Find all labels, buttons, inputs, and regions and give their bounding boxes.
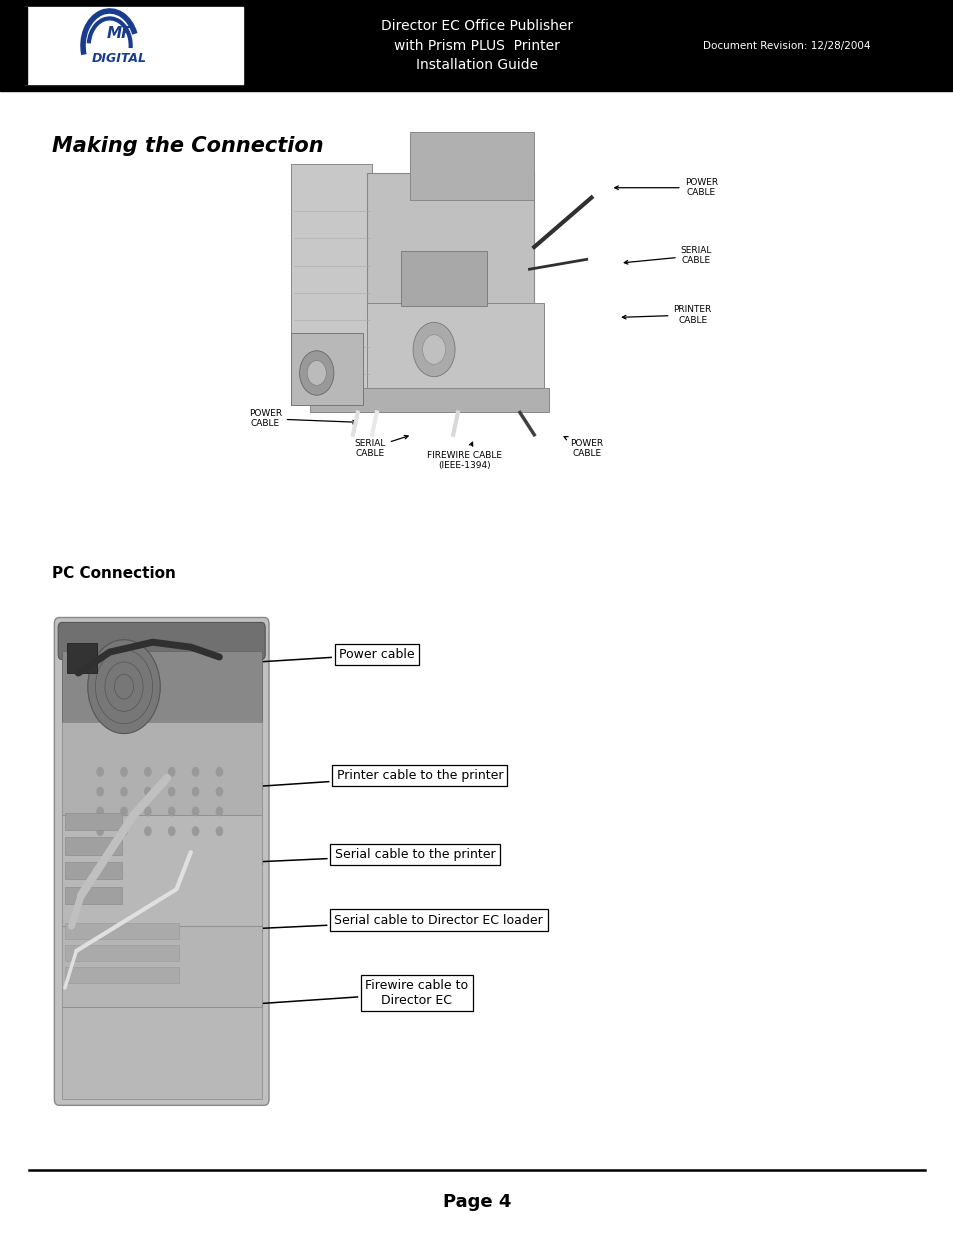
Circle shape [168, 826, 175, 836]
FancyBboxPatch shape [58, 622, 265, 659]
Text: Page 4: Page 4 [442, 1193, 511, 1210]
Circle shape [120, 767, 128, 777]
Circle shape [215, 806, 223, 816]
Text: SERIAL
CABLE: SERIAL CABLE [623, 246, 711, 266]
Circle shape [192, 826, 199, 836]
Circle shape [168, 787, 175, 797]
Circle shape [96, 767, 104, 777]
Text: Serial cable to the printer: Serial cable to the printer [257, 848, 495, 864]
Circle shape [144, 787, 152, 797]
Bar [65, 945, 179, 961]
Circle shape [413, 322, 455, 377]
Text: Firewire cable to
Director EC: Firewire cable to Director EC [257, 979, 468, 1007]
Bar [65, 862, 122, 879]
Text: Power cable: Power cable [243, 648, 415, 666]
Bar [65, 887, 122, 904]
Text: PC Connection: PC Connection [52, 566, 176, 580]
Circle shape [215, 767, 223, 777]
Circle shape [120, 787, 128, 797]
Circle shape [168, 767, 175, 777]
Text: Serial cable to Director EC loader: Serial cable to Director EC loader [257, 914, 542, 931]
Text: SERIAL
CABLE: SERIAL CABLE [355, 436, 408, 458]
Bar [62, 926, 262, 1007]
Bar [310, 388, 548, 412]
Bar [62, 815, 262, 926]
Circle shape [120, 806, 128, 816]
Circle shape [120, 826, 128, 836]
Circle shape [144, 826, 152, 836]
Text: Installation Guide: Installation Guide [416, 58, 537, 73]
Bar [400, 251, 486, 306]
Circle shape [144, 767, 152, 777]
Circle shape [192, 806, 199, 816]
Bar [291, 333, 362, 405]
Bar [67, 643, 97, 673]
Bar [410, 132, 534, 200]
Text: MF: MF [107, 26, 132, 41]
Bar [65, 923, 179, 939]
Circle shape [192, 767, 199, 777]
Text: Printer cable to the printer: Printer cable to the printer [257, 769, 502, 789]
Circle shape [215, 826, 223, 836]
Circle shape [192, 787, 199, 797]
Circle shape [168, 806, 175, 816]
Circle shape [96, 787, 104, 797]
Bar [367, 303, 543, 395]
Text: DIGITAL: DIGITAL [91, 52, 147, 64]
Circle shape [299, 351, 334, 395]
Bar [62, 1007, 262, 1099]
Text: POWER
CABLE: POWER CABLE [563, 437, 602, 458]
Circle shape [307, 361, 326, 385]
Text: POWER
CABLE: POWER CABLE [249, 409, 356, 429]
Text: Document Revision: 12/28/2004: Document Revision: 12/28/2004 [702, 41, 870, 51]
Text: Director EC Office Publisher: Director EC Office Publisher [380, 19, 573, 33]
Bar [24, 7, 243, 84]
Bar [0, 0, 953, 91]
Text: FIREWIRE CABLE
(IEEE-1394): FIREWIRE CABLE (IEEE-1394) [427, 442, 501, 471]
Circle shape [88, 640, 160, 734]
Bar [65, 813, 122, 830]
Bar [65, 837, 122, 855]
Bar [65, 967, 179, 983]
Bar [367, 173, 534, 309]
Bar [62, 722, 262, 815]
Circle shape [96, 806, 104, 816]
Circle shape [96, 826, 104, 836]
Text: PRINTER
CABLE: PRINTER CABLE [621, 305, 711, 325]
FancyBboxPatch shape [54, 618, 269, 1105]
Circle shape [144, 806, 152, 816]
Bar [62, 651, 262, 722]
Text: POWER
CABLE: POWER CABLE [614, 178, 717, 198]
Bar [291, 164, 372, 405]
Bar [22, 7, 27, 84]
Text: Making the Connection: Making the Connection [52, 136, 324, 156]
Text: with Prism PLUS  Printer: with Prism PLUS Printer [394, 38, 559, 53]
Circle shape [215, 787, 223, 797]
Circle shape [422, 335, 445, 364]
